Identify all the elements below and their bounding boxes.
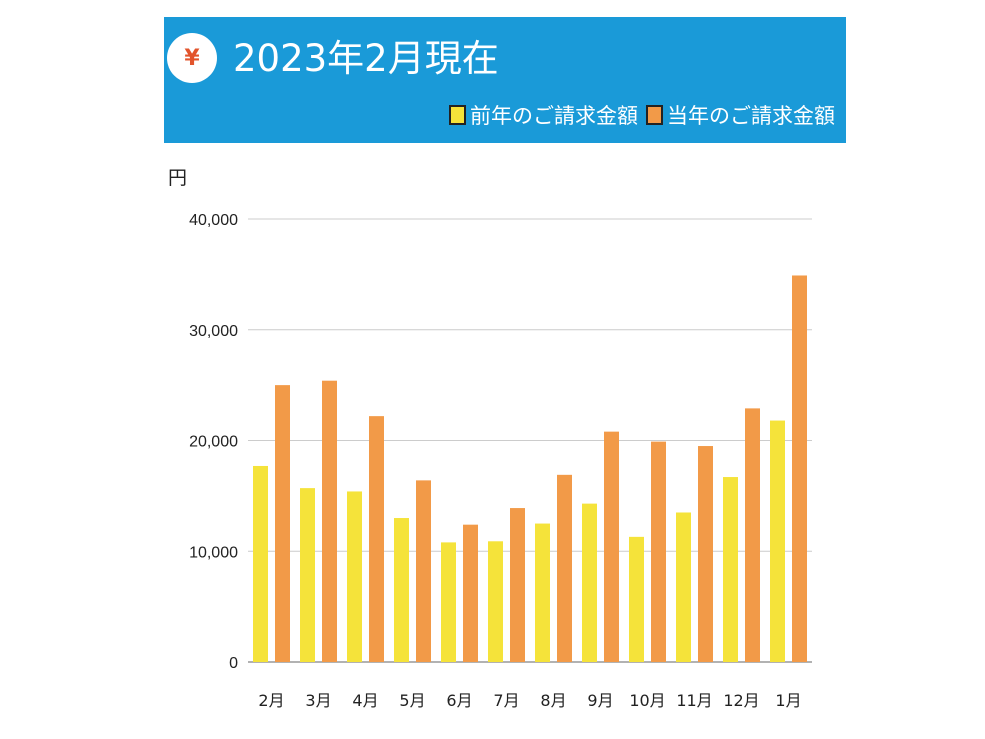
x-tick-label: 1月 (775, 691, 801, 710)
bar-previous-year (488, 541, 503, 662)
bar-current-year (792, 275, 807, 662)
yen-glyph: ¥ (184, 45, 200, 71)
legend-label-current-year: 当年のご請求金額 (667, 104, 835, 128)
x-tick-label: 4月 (352, 691, 378, 710)
bar-previous-year (347, 491, 362, 662)
legend-item-current-year: 当年のご請求金額 (646, 100, 835, 130)
bar-current-year (557, 474, 572, 662)
bar-previous-year (441, 542, 456, 662)
bar-current-year (745, 408, 760, 662)
bar-current-year (416, 480, 431, 662)
x-tick-label: 5月 (399, 691, 425, 710)
bar-current-year (369, 416, 384, 662)
bar-previous-year (300, 488, 315, 662)
x-tick-label: 9月 (587, 691, 613, 710)
y-tick-label: 10,000 (189, 544, 238, 561)
chart-header (164, 17, 846, 143)
bar-previous-year (253, 465, 268, 662)
y-tick-label: 40,000 (189, 212, 238, 229)
bar-current-year (510, 508, 525, 662)
y-tick-label: 30,000 (189, 323, 238, 340)
bar-previous-year (535, 523, 550, 662)
bar-current-year (651, 441, 666, 662)
yen-icon: ¥ (167, 33, 217, 83)
x-tick-label: 6月 (446, 691, 472, 710)
legend: 前年のご請求金額 当年のご請求金額 (449, 99, 835, 131)
bar-current-year (604, 431, 619, 662)
bar-current-year (698, 446, 713, 662)
bar-previous-year (723, 477, 738, 662)
x-tick-label: 3月 (305, 691, 331, 710)
bar-previous-year (582, 503, 597, 662)
chart-title: 2023年2月現在 (233, 37, 499, 80)
x-tick-label: 8月 (540, 691, 566, 710)
x-tick-label: 7月 (493, 691, 519, 710)
legend-swatch-current-year (646, 105, 663, 125)
bar-previous-year (394, 518, 409, 662)
bar-previous-year (629, 536, 644, 662)
y-tick-label: 0 (229, 655, 238, 672)
legend-item-previous-year: 前年のご請求金額 (449, 100, 638, 130)
bar-previous-year (770, 420, 785, 662)
legend-label-previous-year: 前年のご請求金額 (470, 104, 638, 128)
y-axis-unit-label: 円 (168, 167, 188, 189)
y-tick-label: 20,000 (189, 434, 238, 451)
x-tick-label: 2月 (258, 691, 284, 710)
bar-current-year (322, 380, 337, 662)
bar-previous-year (676, 512, 691, 662)
x-tick-label: 10月 (629, 691, 665, 710)
x-tick-label: 12月 (723, 691, 759, 710)
legend-swatch-previous-year (449, 105, 466, 125)
bar-current-year (463, 524, 478, 662)
x-tick-label: 11月 (676, 691, 712, 710)
bar-current-year (275, 385, 290, 662)
